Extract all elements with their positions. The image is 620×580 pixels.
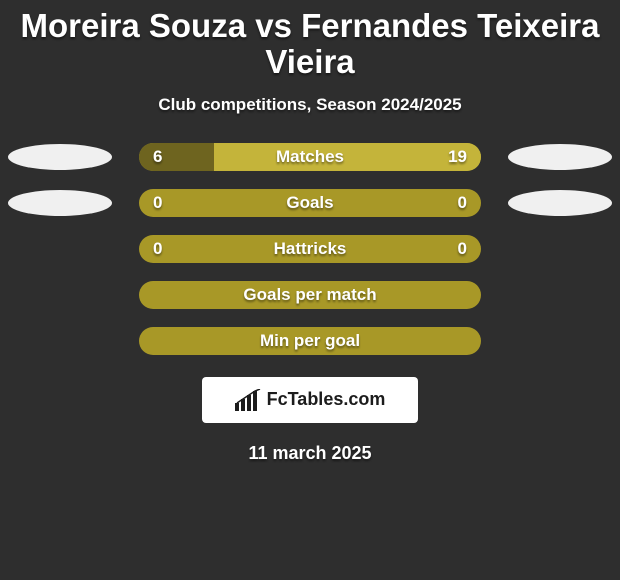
stat-row: Goals per match [0, 281, 620, 309]
stat-row: Min per goal [0, 327, 620, 355]
stat-bar: Matches619 [139, 143, 481, 171]
infographic-date: 11 march 2025 [0, 443, 620, 464]
stat-row: Hattricks0 0 [0, 235, 620, 263]
page-title: Moreira Souza vs Fernandes Teixeira Viei… [0, 0, 620, 81]
stat-label: Goals per match [139, 281, 481, 309]
stat-bar: Goals0 0 [139, 189, 481, 217]
bar-fill-left [139, 143, 214, 171]
player-left-ellipse [8, 190, 112, 216]
bar-fill-right [214, 143, 481, 171]
brand-badge: FcTables.com [202, 377, 418, 423]
page-subtitle: Club competitions, Season 2024/2025 [0, 95, 620, 115]
player-left-ellipse [8, 144, 112, 170]
comparison-infographic: Moreira Souza vs Fernandes Teixeira Viei… [0, 0, 620, 580]
brand-text: FcTables.com [267, 389, 386, 410]
stat-label: Goals [139, 189, 481, 217]
stat-label: Hattricks [139, 235, 481, 263]
stat-row: Matches619 [0, 143, 620, 171]
player-right-ellipse [508, 144, 612, 170]
stat-bar: Hattricks0 0 [139, 235, 481, 263]
stat-bar: Min per goal [139, 327, 481, 355]
stat-value-left: 0 [153, 189, 162, 217]
stat-bar: Goals per match [139, 281, 481, 309]
stat-value-left: 0 [153, 235, 162, 263]
stat-rows: Matches619Goals00Hattricks00Goals per ma… [0, 143, 620, 355]
stat-row: Goals0 0 [0, 189, 620, 217]
stat-label: Min per goal [139, 327, 481, 355]
stat-value-right: 0 [458, 189, 467, 217]
player-right-ellipse [508, 190, 612, 216]
stat-value-right: 0 [458, 235, 467, 263]
fctables-logo-icon [235, 389, 261, 411]
